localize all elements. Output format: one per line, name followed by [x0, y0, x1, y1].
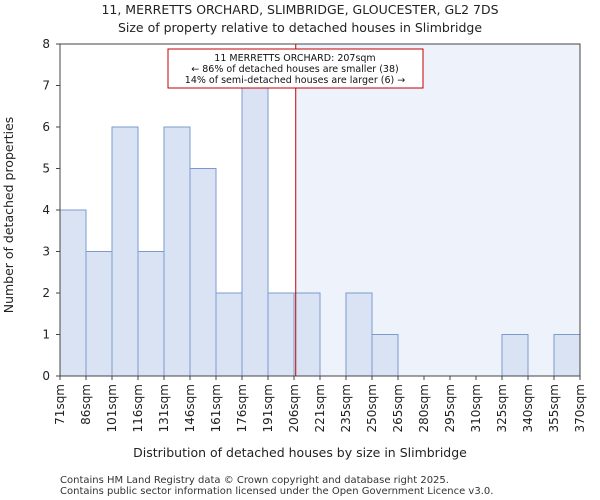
x-tick-label: 370sqm — [573, 384, 587, 432]
y-tick-label: 6 — [42, 120, 50, 134]
histogram-bar — [501, 334, 529, 377]
larger-region-shade — [295, 44, 580, 376]
histogram-bar — [553, 334, 581, 377]
histogram-bar — [345, 292, 373, 377]
histogram-bar — [189, 168, 217, 377]
histogram-bar — [241, 85, 269, 377]
y-axis-label: Number of detached properties — [1, 117, 16, 314]
y-tick-label: 1 — [42, 328, 50, 342]
x-tick-label: 310sqm — [469, 384, 483, 432]
y-tick-label: 2 — [42, 286, 50, 300]
annotation-box — [167, 48, 424, 89]
y-tick-label: 4 — [42, 203, 50, 217]
x-tick-label: 265sqm — [391, 384, 405, 432]
footer-line-1: Contains HM Land Registry data © Crown c… — [60, 475, 449, 486]
histogram-bar — [111, 126, 139, 377]
x-tick-label: 176sqm — [235, 384, 249, 432]
x-tick-label: 221sqm — [313, 384, 327, 432]
x-tick-label: 161sqm — [209, 384, 223, 432]
x-tick-label: 131sqm — [157, 384, 171, 432]
x-tick-label: 206sqm — [287, 384, 301, 432]
chart-subtitle: Size of property relative to detached ho… — [118, 20, 482, 35]
x-tick-label: 71sqm — [53, 384, 67, 425]
x-tick-label: 86sqm — [79, 384, 93, 425]
histogram-bar — [163, 126, 191, 377]
annotation-line-1: 11 MERRETTS ORCHARD: 207sqm — [214, 53, 375, 64]
histogram-bar — [267, 292, 295, 377]
y-tick-label: 8 — [42, 37, 50, 51]
y-tick-label: 0 — [42, 369, 50, 383]
y-tick-label: 7 — [42, 79, 50, 93]
chart-title: 11, MERRETTS ORCHARD, SLIMBRIDGE, GLOUCE… — [101, 2, 498, 17]
x-tick-label: 116sqm — [131, 384, 145, 432]
x-tick-label: 340sqm — [521, 384, 535, 432]
x-tick-label: 250sqm — [365, 384, 379, 432]
x-tick-label: 235sqm — [339, 384, 353, 432]
x-tick-label: 325sqm — [495, 384, 509, 432]
y-tick-label: 3 — [42, 245, 50, 259]
histogram-bar — [137, 251, 165, 377]
histogram-bar — [371, 334, 399, 377]
x-tick-label: 280sqm — [417, 384, 431, 432]
histogram-bar — [293, 292, 321, 377]
x-tick-label: 355sqm — [547, 384, 561, 432]
x-axis-label: Distribution of detached houses by size … — [133, 445, 467, 460]
histogram-bar — [215, 292, 243, 377]
x-tick-label: 191sqm — [261, 384, 275, 432]
x-tick-label: 295sqm — [443, 384, 457, 432]
x-tick-label: 101sqm — [105, 384, 119, 432]
histogram-bar — [59, 209, 87, 377]
annotation-line-2: ← 86% of detached houses are smaller (38… — [191, 64, 398, 75]
histogram-bar — [85, 251, 113, 377]
footer-line-2: Contains public sector information licen… — [60, 486, 493, 497]
y-tick-label: 5 — [42, 162, 50, 176]
annotation-line-3: 14% of semi-detached houses are larger (… — [185, 75, 405, 86]
x-tick-label: 146sqm — [183, 384, 197, 432]
